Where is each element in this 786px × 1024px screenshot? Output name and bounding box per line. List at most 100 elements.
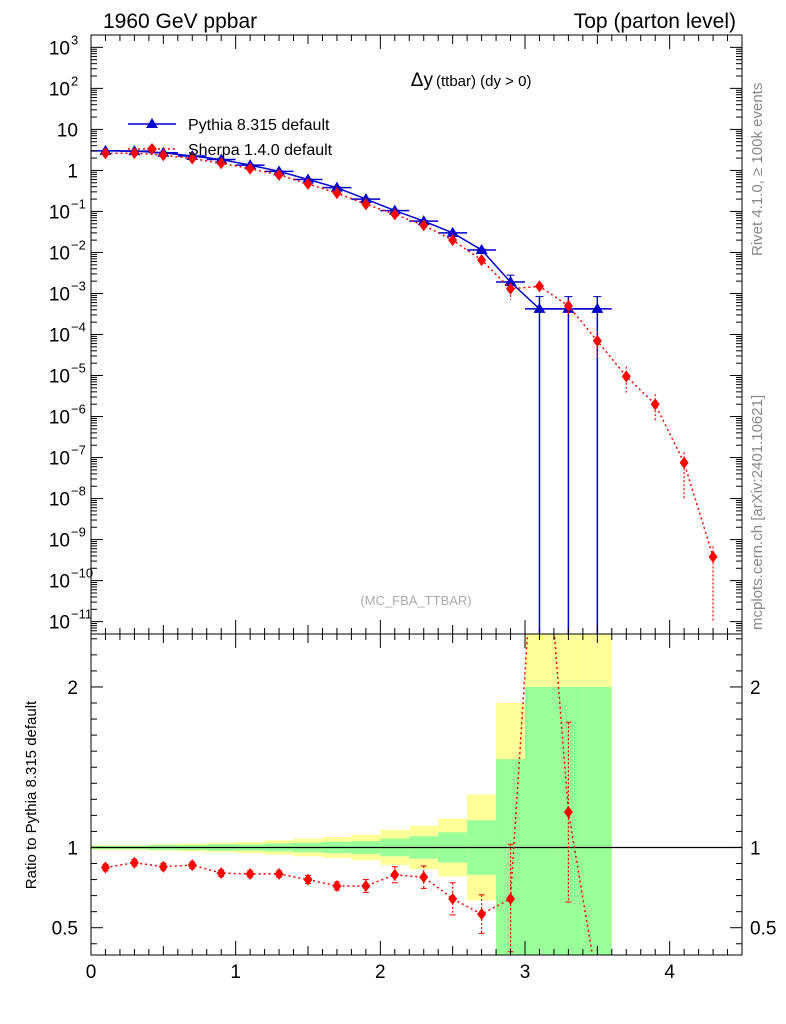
y-tick-exponent: −3 xyxy=(71,278,86,293)
y-tick-label: 10 xyxy=(49,367,70,388)
sherpa-point xyxy=(419,219,429,232)
mcplots-label: mcplots.cern.ch [arXiv:2401.10621] xyxy=(749,395,766,630)
legend-pythia-marker xyxy=(146,118,158,128)
pythia-point xyxy=(359,193,372,204)
ratio-sherpa-point xyxy=(419,871,429,884)
y-tick-label: 10 xyxy=(49,490,70,511)
ratio-sherpa-point xyxy=(100,861,110,874)
ratio-y-tick-label-right: 1 xyxy=(750,838,761,859)
sherpa-point xyxy=(506,282,516,295)
ratio-sherpa-point xyxy=(390,868,400,881)
y-tick-label: 10 xyxy=(49,326,70,347)
sherpa-point xyxy=(274,168,284,181)
y-tick-label: 10 xyxy=(49,572,70,593)
sherpa-point xyxy=(708,550,718,563)
sherpa-point xyxy=(650,398,660,411)
ratio-y-axis-label: Ratio to Pythia 8.315 default xyxy=(23,700,40,889)
ratio-sherpa-point xyxy=(158,860,168,873)
x-tick-label: 0 xyxy=(86,962,97,983)
header-collision-label: 1960 GeV ppbar xyxy=(103,10,257,33)
legend-sherpa-label: Sherpa 1.4.0 default xyxy=(188,142,333,159)
y-tick-exponent: −5 xyxy=(71,361,86,376)
ratio-sherpa-point xyxy=(216,867,226,880)
y-tick-exponent: −6 xyxy=(71,402,86,417)
x-tick-label: 3 xyxy=(520,962,531,983)
sherpa-point xyxy=(187,152,197,165)
ratio-sherpa-point xyxy=(129,856,139,869)
ratio-y-tick-label: 0.5 xyxy=(52,919,78,940)
ratio-y-tick-label-right: 2 xyxy=(750,678,761,699)
y-tick-exponent: −9 xyxy=(71,525,86,540)
y-tick-exponent: −7 xyxy=(71,443,86,458)
sherpa-point xyxy=(621,370,631,383)
y-tick-exponent: −11 xyxy=(71,607,92,622)
y-tick-label: 10 xyxy=(49,449,70,470)
ratio-sherpa-point xyxy=(448,892,458,905)
y-tick-exponent: −2 xyxy=(71,237,86,252)
ratio-sherpa-point xyxy=(274,867,284,880)
y-tick-label: 10 xyxy=(49,38,70,59)
ratio-sherpa-point xyxy=(332,879,342,892)
plot-title-sub: (ttbar) (dy > 0) xyxy=(436,73,531,90)
pythia-series-line xyxy=(105,150,598,310)
x-tick-label: 4 xyxy=(664,962,675,983)
y-tick-label: 10 xyxy=(49,284,70,305)
legend-pythia-label: Pythia 8.315 default xyxy=(188,117,330,134)
x-tick-label: 1 xyxy=(230,962,241,983)
y-tick-exponent: −8 xyxy=(71,484,86,499)
sherpa-point xyxy=(592,334,602,347)
legend-sherpa-marker xyxy=(147,143,157,155)
y-tick-label: 10 xyxy=(49,79,70,100)
analysis-label: (MC_FBA_TTBAR) xyxy=(360,593,471,608)
sherpa-point xyxy=(361,198,371,211)
y-tick-label: 10 xyxy=(57,120,78,141)
ratio-band-green xyxy=(525,686,554,955)
ratio-sherpa-point xyxy=(187,859,197,872)
sherpa-point xyxy=(679,456,689,469)
ratio-y-tick-label: 2 xyxy=(67,678,78,699)
y-tick-exponent: −4 xyxy=(71,320,86,335)
pythia-point xyxy=(533,302,546,313)
pythia-point xyxy=(446,226,459,237)
ratio-sherpa-point xyxy=(303,873,313,886)
y-tick-label: 10 xyxy=(49,243,70,264)
ratio-y-tick-label: 1 xyxy=(67,838,78,859)
y-tick-label: 1 xyxy=(67,161,78,182)
y-tick-label: 10 xyxy=(49,202,70,223)
y-tick-label: 10 xyxy=(49,613,70,634)
sherpa-point xyxy=(100,147,110,160)
sherpa-series-line xyxy=(105,152,714,558)
sherpa-point xyxy=(563,299,573,312)
ratio-plot-frame xyxy=(90,633,743,956)
sherpa-point xyxy=(245,162,255,175)
sherpa-point xyxy=(129,147,139,160)
ratio-sherpa-point xyxy=(477,908,487,921)
sherpa-point xyxy=(534,280,544,293)
header-process-label: Top (parton level) xyxy=(574,10,736,33)
y-tick-exponent: 2 xyxy=(71,73,78,88)
pythia-point xyxy=(330,181,343,192)
ratio-sherpa-point xyxy=(563,806,573,819)
ratio-sherpa-point xyxy=(245,867,255,880)
ratio-y-tick-label-right: 0.5 xyxy=(750,919,776,940)
ratio-sherpa-point xyxy=(361,879,371,892)
y-tick-exponent: −1 xyxy=(71,196,86,211)
plot-title-main: Δy xyxy=(411,70,434,91)
pythia-point xyxy=(591,302,604,313)
y-tick-label: 10 xyxy=(49,408,70,429)
sherpa-point xyxy=(303,177,313,190)
ratio-plot-panel: 0.5 0.5 1 1 2 2 0 1 2 3 4 Ratio to Pythia 8.315 de… xyxy=(23,633,776,983)
ratio-sherpa-line xyxy=(105,634,594,955)
sherpa-point xyxy=(390,208,400,221)
sherpa-point xyxy=(332,187,342,200)
sherpa-point xyxy=(477,254,487,267)
ratio-sherpa-point xyxy=(506,892,516,905)
rivet-version-label: Rivet 4.1.0, ≥ 100k events xyxy=(749,83,766,256)
sherpa-point xyxy=(216,157,226,170)
sherpa-point xyxy=(448,234,458,247)
y-tick-exponent: −10 xyxy=(71,566,93,581)
ratio-band-green xyxy=(582,686,612,955)
y-tick-exponent: 3 xyxy=(71,32,78,47)
sherpa-point xyxy=(158,149,168,162)
